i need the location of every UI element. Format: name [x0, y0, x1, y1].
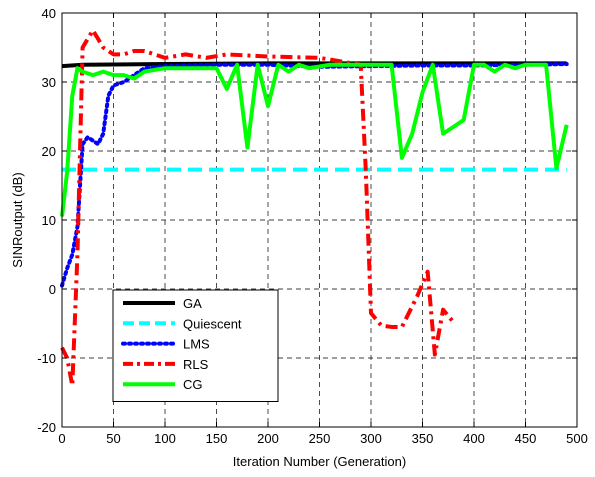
x-tick-label: 450: [515, 431, 537, 446]
series-line-cg: [60, 62, 569, 217]
x-tick-label: 250: [309, 431, 331, 446]
legend: GA Quiescent LMS RLS CG: [112, 289, 279, 402]
y-tick-label: 40: [42, 6, 56, 21]
plot-area: [60, 28, 569, 388]
legend-label-ga: GA: [183, 296, 202, 311]
legend-label-rls: RLS: [183, 357, 209, 372]
y-tick-label: 20: [42, 144, 56, 159]
x-tick-label: 300: [360, 431, 382, 446]
series-line-rls: [60, 28, 455, 388]
x-tick-label: 200: [257, 431, 279, 446]
x-tick-label: 0: [58, 431, 65, 446]
x-tick-label: 350: [412, 431, 434, 446]
legend-label-quiescent: Quiescent: [183, 316, 242, 331]
legend-label-lms: LMS: [183, 337, 210, 352]
legend-label-cg: CG: [183, 377, 203, 392]
x-axis-label: Iteration Number (Generation): [233, 454, 406, 469]
x-tick-label: 400: [463, 431, 485, 446]
axes-frame: [61, 12, 578, 428]
x-tick-label: 50: [106, 431, 120, 446]
y-tick-label: 30: [42, 75, 56, 90]
y-tick-label: -20: [37, 420, 56, 435]
y-tick-label: -10: [37, 351, 56, 366]
y-axis-label: SINRoutput (dB): [10, 172, 25, 267]
y-tick-label: 0: [49, 282, 56, 297]
y-tick-label: 10: [42, 213, 56, 228]
x-tick-label: 100: [154, 431, 176, 446]
x-tick-label: 500: [566, 431, 588, 446]
tick-labels: 0 50 100 150 200 250 300 350 400 450 500 -20 -10 0 10 2…: [37, 6, 588, 446]
x-tick-label: 150: [206, 431, 228, 446]
